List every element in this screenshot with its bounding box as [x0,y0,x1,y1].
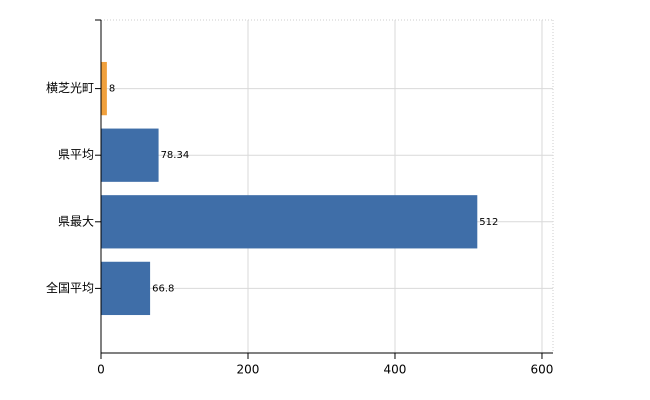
value-label: 78.34 [161,150,190,161]
y-tick-label: 県平均 [58,148,94,162]
value-label: 512 [479,217,498,228]
bar [101,128,159,182]
y-tick-label: 県最大 [58,214,94,228]
bar [101,261,151,316]
y-tick-label: 横芝光町 [46,80,94,95]
y-tick-label: 全国平均 [46,280,94,295]
bar [101,195,478,249]
x-tick-label: 400 [384,363,407,377]
x-tick-label: 0 [97,363,105,377]
value-label: 66.8 [152,283,174,294]
x-tick-label: 600 [531,363,554,377]
value-label: 8 [109,84,115,95]
x-tick-label: 200 [237,363,260,377]
bar [101,61,107,116]
